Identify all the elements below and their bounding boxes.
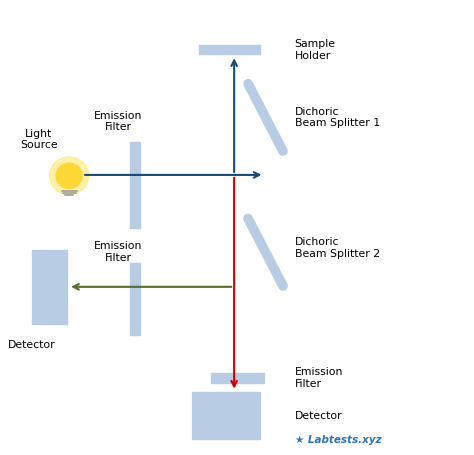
Circle shape — [56, 163, 82, 188]
Bar — [192, 392, 260, 439]
Bar — [129, 263, 140, 335]
Bar — [211, 373, 264, 383]
Text: Emission
Filter: Emission Filter — [94, 241, 142, 263]
Bar — [32, 250, 67, 324]
Text: Dichoric
Beam Splitter 2: Dichoric Beam Splitter 2 — [294, 237, 380, 258]
Text: Dichoric
Beam Splitter 1: Dichoric Beam Splitter 1 — [294, 106, 380, 128]
Text: Detector: Detector — [8, 340, 56, 350]
Bar — [129, 142, 140, 228]
Text: Sample
Holder: Sample Holder — [294, 39, 336, 61]
Text: ★ Labtests.xyz: ★ Labtests.xyz — [294, 435, 381, 445]
Bar — [199, 45, 260, 55]
Text: Light
Source: Light Source — [20, 129, 58, 150]
Text: Emission
Filter: Emission Filter — [294, 367, 343, 389]
Text: Emission
Filter: Emission Filter — [94, 111, 142, 132]
Text: Detector: Detector — [294, 411, 342, 421]
Circle shape — [50, 157, 89, 195]
